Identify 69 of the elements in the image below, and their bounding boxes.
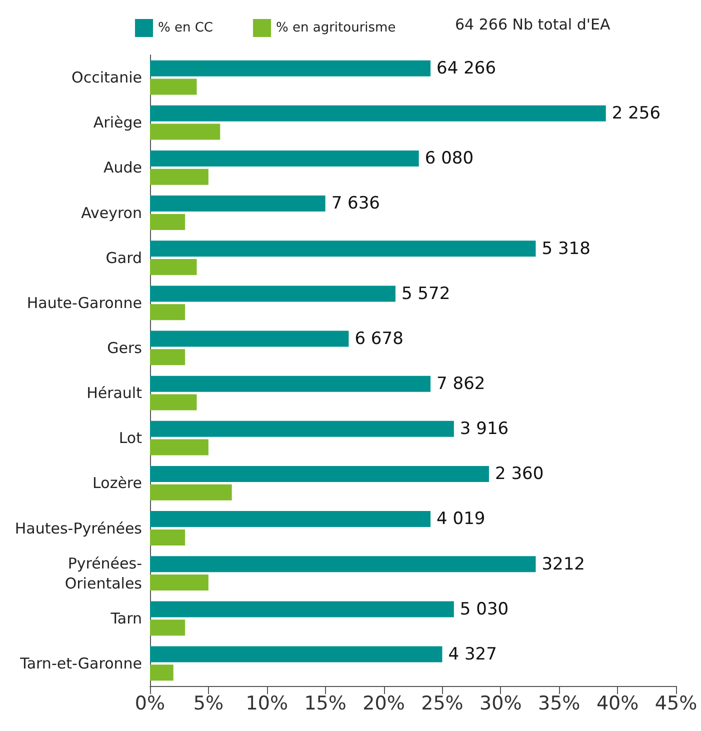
bar [150, 556, 536, 572]
bar [150, 376, 431, 392]
bar [150, 304, 186, 320]
bar [150, 420, 454, 437]
y-tick-label: Pyrénées- Orientales [64, 554, 142, 592]
bar [150, 601, 454, 618]
annotation: 2 360 [494, 464, 544, 484]
bar [150, 259, 197, 276]
bar [150, 214, 186, 230]
y-tick-label: Aveyron [81, 204, 142, 222]
bar [150, 286, 396, 302]
bar [150, 394, 197, 410]
annotation: 5 572 [401, 284, 450, 304]
y-tick-label: Haute-Garonne [26, 294, 142, 312]
x-tick-label: 40% [596, 692, 639, 714]
bar [150, 349, 186, 366]
bar [150, 529, 186, 546]
y-tick-label: Aude [103, 158, 142, 177]
annotation: 64 266 [436, 58, 496, 79]
y-tick-label: Lozère [92, 474, 142, 492]
bar [150, 124, 220, 140]
annotation: 4 327 [448, 644, 497, 664]
bar [150, 646, 442, 662]
bar [150, 439, 208, 456]
x-tick-label: 5% [193, 692, 224, 714]
bar [150, 196, 326, 212]
x-tick-label: 10% [246, 692, 288, 714]
annotation: 2 256 [612, 104, 661, 124]
annotation: 7 862 [436, 374, 486, 394]
y-tick-label: Ariège [93, 114, 142, 132]
bar [150, 330, 349, 347]
bar [150, 105, 606, 122]
bar [150, 168, 208, 185]
y-tick-label: Tarn-et-Garonne [19, 654, 142, 672]
y-tick-label: Tarn [110, 609, 142, 628]
bar [150, 484, 232, 500]
bar [150, 60, 431, 76]
bar [150, 150, 419, 166]
y-tick-label: Hautes-Pyrénées [14, 519, 142, 538]
text: 64 266 Nb total d'EA [455, 16, 611, 34]
legend-label: % en agritourisme [276, 20, 396, 36]
annotation: 7 636 [331, 194, 380, 214]
bar [150, 466, 489, 482]
legend-label: % en CC [158, 20, 214, 36]
annotation: 6 678 [354, 328, 404, 349]
annotation: 5 030 [460, 599, 509, 620]
x-tick-label: 20% [362, 692, 405, 714]
bar [150, 78, 197, 95]
annotation: 6 080 [424, 148, 474, 169]
annotation: 5 318 [542, 238, 590, 259]
x-tick-label: 30% [480, 692, 522, 714]
y-tick-label: Gard [106, 248, 142, 267]
annotation: 3212 [542, 554, 585, 574]
bar [150, 664, 174, 681]
y-tick-label: Lot [118, 429, 142, 448]
y-tick-label: Gers [107, 338, 142, 357]
bar [150, 511, 431, 528]
x-tick-label: 15% [304, 692, 346, 714]
annotation: 4 019 [436, 509, 486, 530]
bar [150, 574, 208, 591]
bar [150, 240, 536, 257]
x-tick-label: 0% [134, 692, 166, 714]
annotation: 3 916 [460, 419, 509, 440]
y-tick-label: Hérault [86, 384, 142, 402]
bar [150, 620, 186, 636]
y-tick-label: Occitanie [72, 68, 142, 87]
x-tick-label: 35% [538, 692, 580, 714]
x-tick-label: 45% [654, 692, 698, 714]
x-tick-label: 25% [421, 692, 464, 714]
